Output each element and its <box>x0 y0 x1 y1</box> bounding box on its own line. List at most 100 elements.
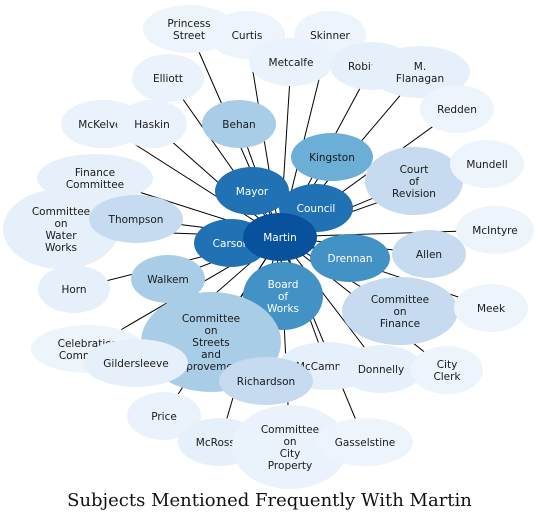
node-redden-ellipse <box>420 85 494 133</box>
node-kingston: Kingston <box>291 133 373 181</box>
node-mundell-ellipse <box>450 140 524 188</box>
node-behan: Behan <box>202 100 276 148</box>
node-mayor: Mayor <box>215 167 289 215</box>
node-court-of-revision-ellipse <box>365 147 463 215</box>
node-mckelvey-label-0: McKelvey <box>78 119 127 131</box>
node-walkem: Walkem <box>131 255 205 303</box>
node-elliott-label-0: Elliott <box>153 73 183 85</box>
node-carson-label-0: Carson <box>213 238 250 250</box>
node-council-label-0: Council <box>297 203 336 215</box>
node-committee-water-works-ellipse <box>3 189 119 269</box>
node-committee-water-works-label-3: Works <box>45 242 77 254</box>
node-price-label-0: Price <box>151 411 177 423</box>
node-price: Price <box>127 392 201 440</box>
node-gasselstine: Gasselstine <box>317 418 413 466</box>
node-richardson-ellipse <box>219 357 313 405</box>
node-donnelly-ellipse <box>339 345 423 393</box>
node-richardson-label-0: Richardson <box>237 376 295 388</box>
node-m-flanagan-ellipse <box>370 46 470 98</box>
node-meek-ellipse <box>454 284 528 332</box>
node-m-flanagan: M.Flanagan <box>370 46 470 98</box>
node-martin-ellipse <box>243 213 317 261</box>
node-committee-water-works-label-1: on <box>54 218 67 230</box>
node-gildersleeve: Gildersleeve <box>84 339 188 387</box>
node-board-of-works-label-0: Board <box>268 279 299 291</box>
node-committee-city-property-label-1: on <box>283 436 296 448</box>
node-committee-finance-ellipse <box>342 277 458 345</box>
node-allen-label-0: Allen <box>416 249 442 261</box>
node-gildersleeve-ellipse <box>84 339 188 387</box>
node-committee-streets-label-0: Committee <box>182 313 240 325</box>
node-city-clerk-label-0: City <box>437 359 458 371</box>
node-committee-city-property-label-0: Committee <box>261 424 319 436</box>
node-mundell-label-0: Mundell <box>466 159 507 171</box>
node-committee-finance-label-1: on <box>393 306 406 318</box>
node-princess-street-label-0: Princess <box>167 18 210 30</box>
node-drennan-label-0: Drennan <box>327 253 372 265</box>
node-behan-label-0: Behan <box>222 119 255 131</box>
node-donnelly: Donnelly <box>339 345 423 393</box>
node-committee-streets-label-2: Streets <box>192 337 229 349</box>
node-committee-city-property-label-2: City <box>280 448 301 460</box>
node-gasselstine-label-0: Gasselstine <box>335 437 396 449</box>
node-meek-label-0: Meek <box>477 303 506 315</box>
node-redden-label-0: Redden <box>437 104 477 116</box>
node-thompson-ellipse <box>89 195 183 243</box>
node-mcintyre-label-0: McIntyre <box>472 225 517 237</box>
node-haskin-ellipse <box>117 100 187 148</box>
node-committee-streets-label-1: on <box>204 325 217 337</box>
node-haskin-label-0: Haskin <box>134 119 169 131</box>
node-city-clerk-label-1: Clerk <box>433 371 461 383</box>
node-haskin: Haskin <box>117 100 187 148</box>
node-drennan-ellipse <box>310 234 390 282</box>
node-martin-label-0: Martin <box>263 232 297 244</box>
chart-title: Subjects Mentioned Frequently With Marti… <box>67 490 472 511</box>
node-redden: Redden <box>420 85 494 133</box>
node-walkem-label-0: Walkem <box>147 274 188 286</box>
node-m-flanagan-label-0: M. <box>414 61 426 73</box>
node-behan-ellipse <box>202 100 276 148</box>
node-thompson-label-0: Thompson <box>108 214 164 226</box>
node-meek: Meek <box>454 284 528 332</box>
node-kingston-label-0: Kingston <box>309 152 355 164</box>
node-skinner-label-0: Skinner <box>310 30 350 42</box>
node-metcalfe: Metcalfe <box>249 38 333 86</box>
node-committee-city-property-label-3: Property <box>268 460 312 472</box>
node-horn-label-0: Horn <box>61 284 86 296</box>
node-curtis-label-0: Curtis <box>232 30 263 42</box>
node-elliott: Elliott <box>132 54 204 102</box>
node-princess-street-label-1: Street <box>173 30 205 42</box>
node-martin: Martin <box>243 213 317 261</box>
node-committee-water-works-label-0: Committee <box>32 206 90 218</box>
node-court-of-revision-label-0: Court <box>400 164 429 176</box>
node-board-of-works-label-2: Works <box>267 303 299 315</box>
node-thompson: Thompson <box>89 195 183 243</box>
node-donnelly-label-0: Donnelly <box>358 364 404 376</box>
node-mcintyre: McIntyre <box>456 206 534 254</box>
node-committee-city-property-ellipse <box>232 405 348 489</box>
node-metcalfe-ellipse <box>249 38 333 86</box>
node-elliott-ellipse <box>132 54 204 102</box>
node-mayor-label-0: Mayor <box>236 186 269 198</box>
node-richardson: Richardson <box>219 357 313 405</box>
node-gildersleeve-label-0: Gildersleeve <box>103 358 168 370</box>
node-drennan: Drennan <box>310 234 390 282</box>
node-committee-finance-label-2: Finance <box>380 318 420 330</box>
node-m-flanagan-label-1: Flanagan <box>396 73 444 85</box>
network-graph: PrincessStreetCurtisSkinnerMetcalfeRobin… <box>3 5 534 489</box>
node-court-of-revision-label-1: of <box>409 176 419 188</box>
node-finance-committee-label-0: Finance <box>75 167 115 179</box>
node-mundell: Mundell <box>450 140 524 188</box>
node-horn: Horn <box>38 265 110 313</box>
node-board-of-works-label-1: of <box>278 291 288 303</box>
node-mayor-ellipse <box>215 167 289 215</box>
node-kingston-ellipse <box>291 133 373 181</box>
node-court-of-revision-label-2: Revision <box>392 188 436 200</box>
node-mcintyre-ellipse <box>456 206 534 254</box>
node-price-ellipse <box>127 392 201 440</box>
